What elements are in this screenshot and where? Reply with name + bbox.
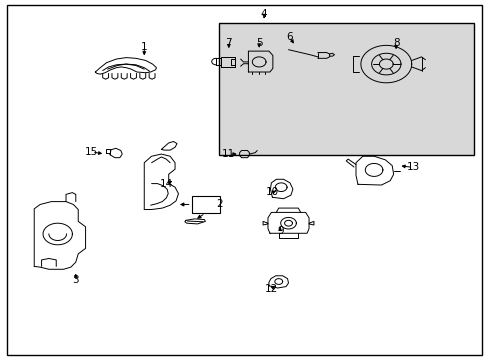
Text: 9: 9 xyxy=(276,226,283,236)
Bar xyxy=(191,196,220,213)
Text: 12: 12 xyxy=(264,284,278,294)
Text: 11: 11 xyxy=(222,149,235,159)
Text: 6: 6 xyxy=(285,32,292,42)
Text: 8: 8 xyxy=(392,38,399,48)
Text: 3: 3 xyxy=(72,275,79,285)
Text: 2: 2 xyxy=(216,199,223,210)
Text: 5: 5 xyxy=(255,38,262,48)
Text: 7: 7 xyxy=(225,38,232,48)
Text: 10: 10 xyxy=(266,187,279,197)
Text: 15: 15 xyxy=(85,147,99,157)
Text: 1: 1 xyxy=(141,42,147,52)
Text: 13: 13 xyxy=(406,162,419,172)
Bar xyxy=(219,23,473,155)
Text: 14: 14 xyxy=(159,179,173,189)
Text: 4: 4 xyxy=(260,9,267,19)
